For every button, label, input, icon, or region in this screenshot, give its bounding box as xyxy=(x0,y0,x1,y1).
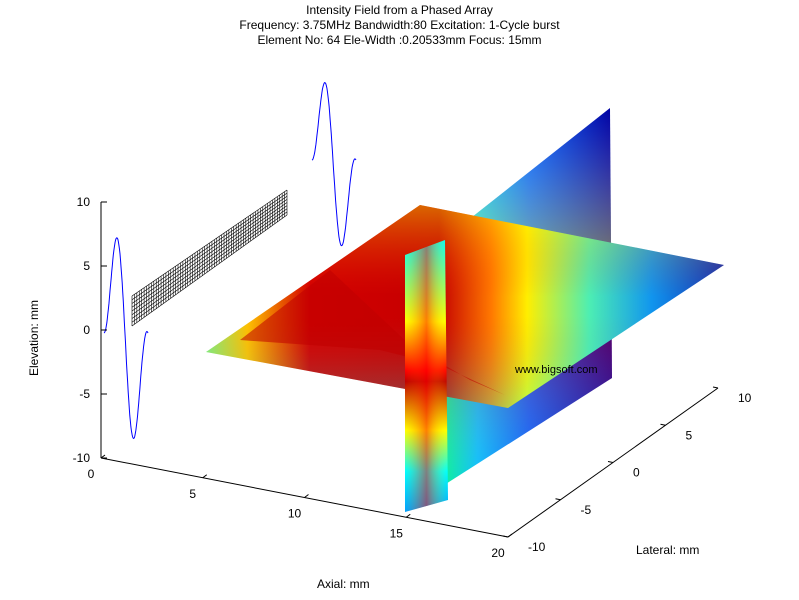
elevation-tick-label: 0 xyxy=(83,323,90,337)
axial-tick xyxy=(304,494,309,498)
lateral-tick xyxy=(660,423,666,426)
axial-tick xyxy=(100,454,106,459)
lateral-ticks: -10 -5 0 5 10 xyxy=(502,386,752,554)
array-row-line xyxy=(131,189,288,297)
lateral-tick-label: -5 xyxy=(581,503,592,517)
lateral-axis-label: Lateral: mm xyxy=(636,543,700,557)
chart-subtitle-1: Frequency: 3.75MHz Bandwidth:80 Excitati… xyxy=(239,18,560,32)
focal-strip xyxy=(405,240,448,512)
axial-tick-label: 0 xyxy=(88,467,95,481)
lateral-tick xyxy=(712,386,719,389)
array-row-line xyxy=(131,202,288,312)
array-row-line xyxy=(131,192,288,300)
excitation-waveform-top xyxy=(311,82,357,247)
chart-subtitle-2: Element No: 64 Ele-Width :0.20533mm Focu… xyxy=(257,33,542,47)
focal-strip-shading xyxy=(405,240,448,512)
lateral-tick xyxy=(555,498,561,501)
elevation-axis-label: Elevation: mm xyxy=(27,299,41,376)
axial-axis-label: Axial: mm xyxy=(317,577,370,591)
array-row-line xyxy=(131,196,288,304)
elevation-tick-label: 5 xyxy=(83,259,90,273)
lateral-tick-label: 5 xyxy=(686,428,693,442)
axial-tick xyxy=(507,533,513,538)
elevation-tick-label: -5 xyxy=(79,387,90,401)
elevation-tick-label: 10 xyxy=(77,195,91,209)
lateral-tick-label: 10 xyxy=(738,391,752,405)
axial-tick-label: 20 xyxy=(491,546,505,560)
array-row-line xyxy=(131,211,288,323)
axial-tick xyxy=(202,474,208,479)
excitation-waveform-left xyxy=(103,237,149,440)
axial-tick-label: 10 xyxy=(288,507,302,521)
lateral-tick xyxy=(607,461,614,463)
elevation-tick-label: -10 xyxy=(73,451,91,465)
axial-tick xyxy=(405,513,411,518)
chart-title: Intensity Field from a Phased Array xyxy=(306,3,493,17)
array-row-line xyxy=(131,199,288,308)
array-row-line xyxy=(131,208,288,319)
array-row-line xyxy=(131,214,288,327)
axial-tick-label: 15 xyxy=(390,526,404,540)
watermark: www.bigsoft.com xyxy=(515,364,598,376)
horizontal-plane-shading xyxy=(206,205,724,408)
array-row-line xyxy=(131,205,288,315)
axial-tick-label: 5 xyxy=(189,487,196,501)
lateral-tick-label: -10 xyxy=(528,540,546,554)
elevation-ticks: 10 5 0 -5 -10 xyxy=(73,195,107,465)
transducer-array xyxy=(131,189,288,327)
horizontal-plane xyxy=(206,205,724,408)
axial-ticks: 0 5 10 15 20 xyxy=(88,454,513,560)
lateral-tick-label: 0 xyxy=(633,466,640,480)
lateral-tick xyxy=(502,535,509,538)
